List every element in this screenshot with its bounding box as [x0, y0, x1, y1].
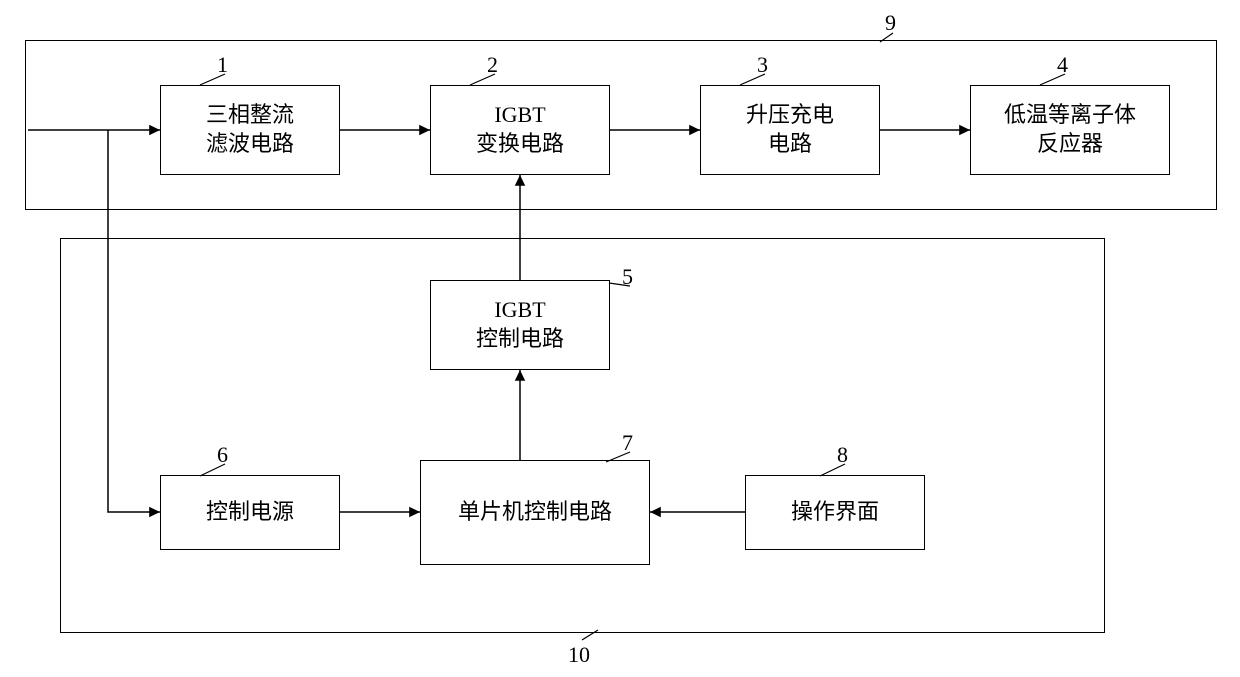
block-text: 电路: [768, 130, 812, 159]
block-text: 低温等离子体: [1004, 101, 1136, 130]
block-text: 控制电源: [206, 498, 294, 527]
block-text: 升压充电: [746, 101, 834, 130]
container-label-10: 10: [568, 642, 590, 668]
block-text: 变换电路: [476, 130, 564, 159]
block-5: IGBT控制电路: [430, 280, 610, 370]
block-text: IGBT: [494, 296, 545, 325]
block-text: 单片机控制电路: [458, 498, 612, 527]
block-text: 控制电路: [476, 325, 564, 354]
block-1: 三相整流滤波电路: [160, 85, 340, 175]
block-7: 单片机控制电路: [420, 460, 650, 565]
block-6: 控制电源: [160, 475, 340, 550]
block-text: 三相整流: [206, 101, 294, 130]
block-2: IGBT变换电路: [430, 85, 610, 175]
block-3: 升压充电电路: [700, 85, 880, 175]
block-text: 滤波电路: [206, 130, 294, 159]
block-4: 低温等离子体反应器: [970, 85, 1170, 175]
block-8: 操作界面: [745, 475, 925, 550]
block-text: 反应器: [1037, 130, 1103, 159]
block-text: 操作界面: [791, 498, 879, 527]
block-text: IGBT: [494, 101, 545, 130]
